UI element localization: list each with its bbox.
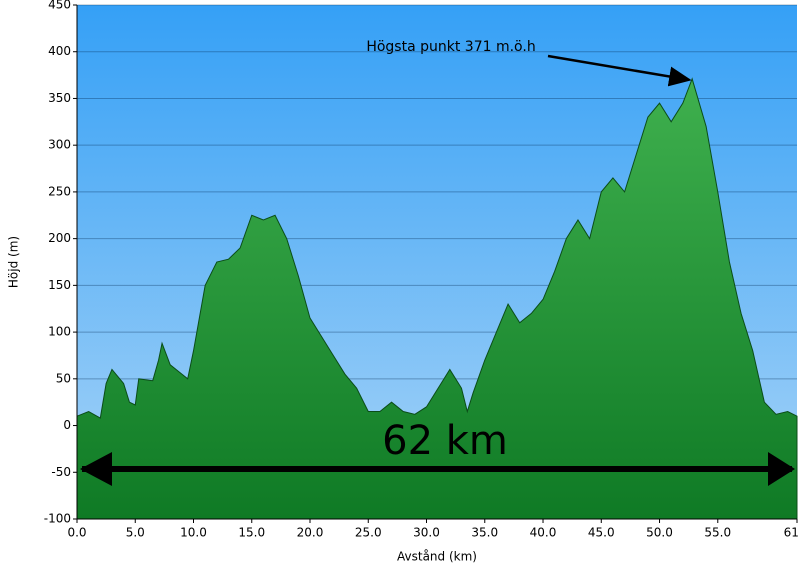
- x-tick-label: 20.0: [297, 526, 324, 540]
- y-tick-label: 0: [63, 418, 71, 432]
- x-axis-label: Avstånd (km): [397, 550, 477, 564]
- y-tick-label: 200: [48, 231, 71, 245]
- y-tick-label: -50: [51, 465, 71, 479]
- y-tick-label: 300: [48, 138, 71, 152]
- x-tick-label: 35.0: [471, 526, 498, 540]
- y-tick-label: 150: [48, 278, 71, 292]
- y-tick-label: 50: [56, 371, 71, 385]
- x-tick-label: 61.8: [784, 526, 800, 540]
- elevation-area: [76, 77, 798, 520]
- peak-arrow: [547, 54, 692, 87]
- x-tick-label: 40.0: [530, 526, 557, 540]
- x-tick-label: 50.0: [646, 526, 673, 540]
- y-tick-label: 400: [48, 44, 71, 58]
- x-tick-label: 30.0: [413, 526, 440, 540]
- x-tick-label: 45.0: [588, 526, 615, 540]
- x-tick-label: 0.0: [67, 526, 86, 540]
- x-tick-label: 15.0: [238, 526, 265, 540]
- y-tick-label: 250: [48, 184, 71, 198]
- y-tick-label: 100: [48, 325, 71, 339]
- y-axis-label: Höjd (m): [7, 236, 21, 288]
- x-tick-label: 25.0: [355, 526, 382, 540]
- distance-annotation: 62 km: [382, 418, 508, 464]
- x-tick-label: 5.0: [126, 526, 145, 540]
- y-tick-label: 450: [48, 0, 71, 12]
- peak-annotation: Högsta punkt 371 m.ö.h: [366, 39, 535, 55]
- y-tick-label: -100: [44, 512, 71, 526]
- x-tick-label: 10.0: [180, 526, 207, 540]
- x-tick-label: 55.0: [704, 526, 731, 540]
- y-tick-label: 350: [48, 91, 71, 105]
